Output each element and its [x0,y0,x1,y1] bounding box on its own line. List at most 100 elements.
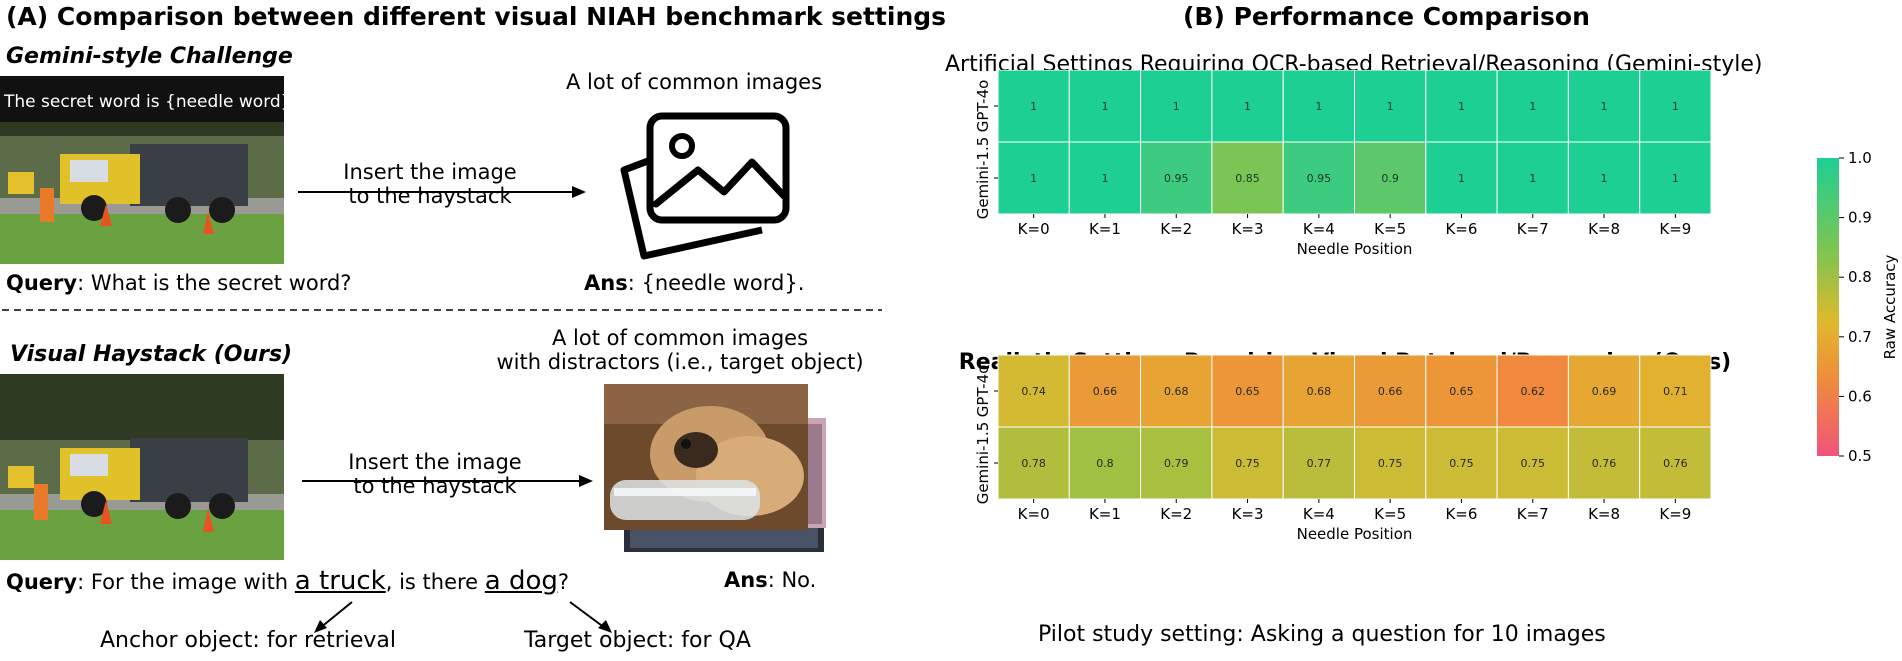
heatmap1-value-r1-c6: 1 [1458,172,1465,185]
target-caption: Target object: for QA [524,628,751,653]
heatmap2-value-r1-c7: 0.75 [1521,457,1546,470]
heatmap2-xtick-2: K=2 [1160,505,1192,523]
colorbar-tick-4: 0.6 [1848,387,1872,405]
heatmap2-cell-r1-c5 [1354,426,1427,500]
colorbar-tick-0: 1.0 [1848,150,1872,167]
heatmap2-cell-r1-c9 [1639,426,1712,500]
heatmap1-value-r0-c1: 1 [1101,100,1108,113]
heatmap1-cell-r0-c9 [1639,70,1712,143]
heatmap1-cell-r0-c3 [1211,70,1284,143]
heatmap1-value-r0-c6: 1 [1458,100,1465,113]
heatmap1-xtick-3: K=3 [1232,220,1264,238]
heatmap1-xtick-1: K=1 [1089,220,1121,238]
query-pre: : For the image with [77,570,295,594]
heatmap2-value-r0-c2: 0.68 [1164,385,1189,398]
heatmap2-cell-r0-c6 [1425,354,1498,428]
heatmap2-xtick-7: K=7 [1517,505,1549,523]
secret-word-overlay: The secret word is {needle word}. [3,92,284,112]
heatmap1-xtick-2: K=2 [1160,220,1192,238]
heatmap1-value-r0-c0: 1 [1030,100,1037,113]
heatmap1-xtick-9: K=9 [1659,220,1691,238]
colorbar-tick-1: 0.9 [1848,209,1872,227]
heatmap1-value-r0-c2: 1 [1173,100,1180,113]
heatmap2-value-r0-c1: 0.66 [1093,385,1118,398]
heatmap1-xtick-8: K=8 [1588,220,1620,238]
heatmap2-value-r1-c1: 0.8 [1096,457,1114,470]
pointer-arrows [314,601,612,633]
arrow-gemini [298,186,586,198]
ours-section-title: Visual Haystack (Ours) [10,342,293,367]
heatmap2-cell-r0-c0 [997,354,1070,428]
heatmap1-xtick-0: K=0 [1018,220,1050,238]
colorbar: 1.0 0.9 0.8 0.7 0.6 0.5 Raw Accuracy [1817,150,1899,465]
dashed-divider [2,309,882,311]
heatmap2-cell-r1-c2 [1140,426,1213,500]
heatmap1-cell-r1-c1 [1068,141,1142,215]
query-ours: Query: For the image with a truck, is th… [6,566,569,596]
insert-line2-ours: to the haystack [353,474,517,498]
ans-bold-ours: Ans [724,568,768,592]
heatmap1-value-r1-c2: 0.95 [1164,172,1189,185]
insert-line1-ours: Insert the image [348,450,522,474]
colorbar-tick-3: 0.7 [1848,328,1872,346]
heatmap2-cell-r0-c8 [1567,354,1641,428]
heatmap1-value-r0-c9: 1 [1672,100,1679,113]
heatmap2-xtick-6: K=6 [1445,505,1477,523]
target-word: a dog [484,566,558,596]
heatmap2-value-r1-c9: 0.76 [1663,457,1688,470]
colorbar-tick-5: 0.5 [1848,447,1872,465]
heatmap2-value-r1-c3: 0.75 [1235,457,1260,470]
insert-line1: Insert the image [343,160,517,184]
heatmap2-xtick-1: K=1 [1089,505,1121,523]
heatmap1-cell-r1-c2 [1140,141,1213,215]
heatmap2-value-r0-c4: 0.68 [1307,385,1332,398]
haystack-label-gemini: A lot of common images [566,70,823,94]
heatmap2-value-r1-c0: 0.78 [1021,457,1046,470]
ans-text-ours: : No. [767,568,817,592]
heatmap1-xlabel: Needle Position [1297,240,1413,258]
arrow-ours [302,475,593,487]
query-mid: , is there [385,570,485,594]
heatmap2-xtick-9: K=9 [1659,505,1691,523]
heatmap2-value-r0-c6: 0.65 [1449,385,1474,398]
heatmap-1: 1 1 1 1 1 1 1 1 1 1 1 1 0.95 0.85 0.95 0.9 1 1 1 1 K=0 K=1 K=2… [974,70,1712,258]
colorbar-tick-2: 0.8 [1848,268,1872,286]
ans-bold: Ans [584,271,628,295]
heatmap2-xtick-4: K=4 [1303,505,1335,523]
haystack-label-ours: A lot of common images with distractors … [480,326,880,374]
haystack-line2: with distractors (i.e., target object) [496,350,864,374]
heatmap2-ytick-1: Gemini-1.5 [974,422,992,505]
colorbar-gradient [1817,158,1839,456]
heatmap1-value-r1-c8: 1 [1601,172,1608,185]
heatmap2-xtick-0: K=0 [1018,505,1050,523]
colorbar-label: Raw Accuracy [1881,254,1899,359]
dog-image-stack [604,384,826,552]
heatmap2-xtick-3: K=3 [1232,505,1264,523]
gemini-section-title: Gemini-style Challenge [6,44,293,69]
heatmap2-xtick-5: K=5 [1374,505,1406,523]
insert-label-gemini: Insert the image to the haystack [320,160,540,208]
insert-line2: to the haystack [348,184,512,208]
heatmap2-value-r1-c5: 0.75 [1378,457,1403,470]
query-gemini: Query: What is the secret word? [6,271,351,295]
heatmap2-ytick-0: GPT-4o [974,365,992,418]
query-bold: Query [6,271,78,295]
heatmap2-value-r0-c3: 0.65 [1235,385,1260,398]
anchor-caption: Anchor object: for retrieval [100,628,397,653]
heatmap2-xlabel: Needle Position [1297,525,1413,543]
heatmap2-value-r0-c7: 0.62 [1521,385,1546,398]
query-text: : What is the secret word? [77,271,352,295]
query-bold-ours: Query [6,570,78,594]
images-icon [620,112,790,260]
heatmap2-cell-r0-c9 [1639,354,1712,428]
heatmap2-cell-r0-c4 [1282,354,1356,428]
heatmap1-xtick-6: K=6 [1445,220,1477,238]
heatmap2-cell-r1-c8 [1567,426,1641,500]
heatmap2-value-r0-c0: 0.74 [1021,385,1046,398]
panel-b-title: (B) Performance Comparison [1183,2,1590,31]
heatmap1-value-r1-c4: 0.95 [1307,172,1332,185]
heatmap2-cell-r1-c3 [1211,426,1284,500]
heatmap1-cell-r0-c2 [1140,70,1213,143]
query-end: ? [557,570,570,594]
heatmap2-cell-r0-c2 [1140,354,1213,428]
